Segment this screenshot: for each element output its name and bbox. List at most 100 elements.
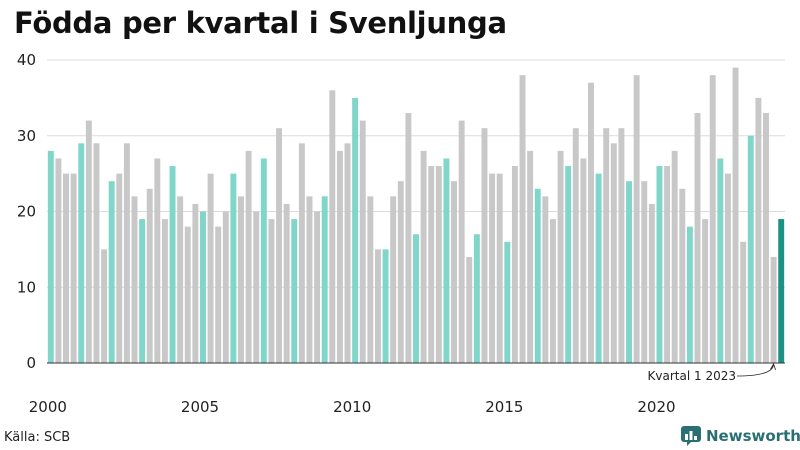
x-tick-label: 2015	[485, 398, 523, 416]
bar	[542, 196, 549, 363]
bar	[314, 211, 321, 363]
bar	[549, 219, 556, 363]
bar	[717, 158, 724, 363]
bar	[679, 188, 686, 363]
bar	[519, 75, 526, 364]
bar	[108, 181, 115, 363]
bar	[724, 173, 731, 363]
bar	[648, 203, 655, 363]
bar	[747, 135, 754, 363]
bars	[47, 67, 785, 364]
bar	[276, 128, 283, 363]
annotation-arrowhead	[770, 363, 776, 371]
bar	[116, 173, 123, 363]
bar	[481, 128, 488, 363]
bar	[139, 219, 146, 363]
bar	[291, 219, 298, 363]
bar	[177, 196, 184, 363]
bar	[222, 211, 229, 363]
bar	[207, 173, 214, 363]
bar	[443, 158, 450, 363]
bar	[101, 249, 108, 363]
bar	[200, 211, 206, 363]
bar	[352, 97, 359, 363]
bar	[435, 166, 442, 363]
bar	[420, 150, 427, 363]
bar	[382, 249, 389, 363]
bar	[618, 128, 625, 363]
x-tick-label: 2005	[181, 398, 219, 416]
bar	[504, 241, 511, 363]
bar	[709, 75, 716, 364]
bar	[397, 181, 404, 363]
bar	[93, 143, 100, 363]
bar	[268, 219, 275, 363]
bar	[230, 173, 237, 363]
bar	[428, 166, 435, 363]
x-tick-label: 2010	[333, 398, 371, 416]
bar	[78, 143, 85, 363]
brand-chart-icon	[681, 426, 701, 446]
bar	[451, 181, 458, 363]
bar	[770, 256, 777, 363]
x-tick-label: 2020	[637, 398, 675, 416]
bar	[572, 128, 579, 363]
bar	[47, 150, 54, 363]
bar	[626, 181, 632, 363]
bar	[192, 203, 199, 363]
bar	[336, 150, 343, 363]
bar	[184, 226, 191, 363]
bar	[466, 256, 473, 363]
bar	[588, 82, 594, 363]
bar	[367, 196, 374, 363]
bar	[778, 219, 785, 363]
bar	[161, 219, 168, 363]
bar	[413, 234, 419, 363]
bar	[63, 173, 69, 363]
bar	[511, 166, 518, 363]
bar	[656, 166, 663, 363]
bar	[260, 158, 267, 363]
bar	[405, 113, 412, 364]
bar	[131, 196, 138, 363]
source-label: Källa: SCB	[4, 430, 71, 445]
brand-name: Newsworthy	[706, 427, 800, 445]
x-tick-label: 2000	[29, 398, 67, 416]
bar	[359, 120, 366, 363]
bar	[154, 158, 161, 363]
bar	[496, 173, 503, 363]
bar	[146, 188, 153, 363]
bar	[534, 188, 541, 363]
bar	[580, 158, 587, 363]
bar	[344, 143, 351, 363]
bar	[732, 67, 739, 363]
bar	[565, 166, 572, 363]
bar	[374, 249, 381, 363]
bar	[390, 196, 397, 363]
annotation: Kvartal 1 2023	[648, 363, 776, 383]
bar	[557, 150, 564, 363]
bar	[610, 143, 617, 363]
bar	[473, 234, 480, 363]
bar	[123, 143, 130, 363]
bar	[283, 203, 290, 363]
bar	[329, 90, 336, 364]
newsworthy-logo: Newsworthy	[681, 426, 800, 446]
bar	[238, 196, 244, 363]
bar	[740, 241, 747, 363]
annotation-arrow	[736, 364, 774, 377]
bar	[686, 226, 693, 363]
bar	[169, 166, 176, 363]
bar	[489, 173, 496, 363]
y-tick-label: 30	[17, 127, 36, 145]
bar	[641, 181, 648, 363]
annotation-label: Kvartal 1 2023	[648, 369, 736, 383]
bar	[527, 150, 534, 363]
bar	[70, 173, 77, 363]
y-tick-label: 10	[17, 278, 36, 296]
bar	[298, 143, 305, 363]
bar	[215, 226, 222, 363]
bar	[755, 97, 762, 363]
bar	[664, 166, 671, 363]
